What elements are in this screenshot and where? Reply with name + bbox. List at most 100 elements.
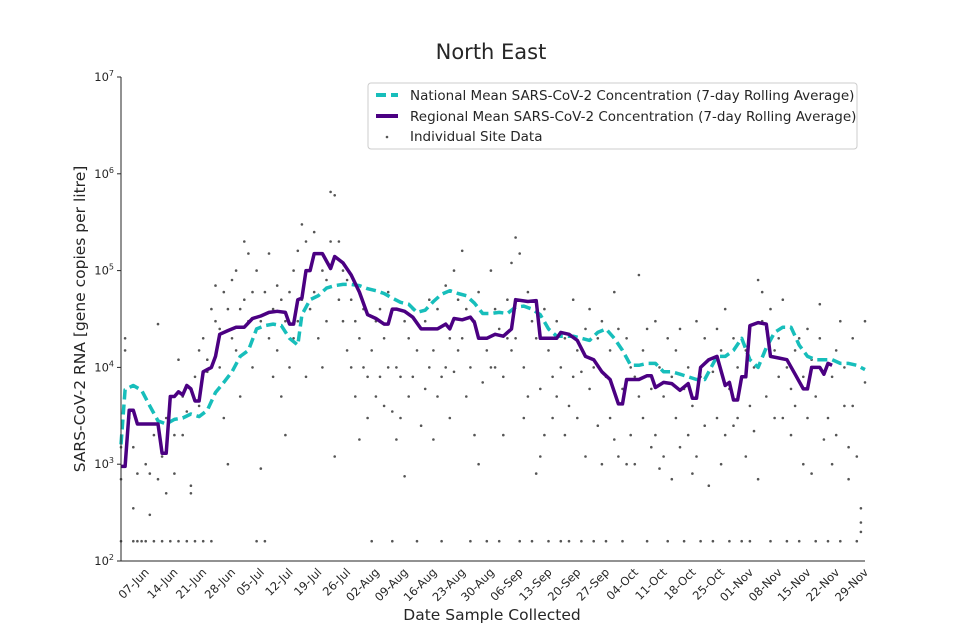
site-data-point [456,349,460,352]
site-data-point [506,298,509,302]
x-tick-label: 27-Sep [574,565,613,604]
national-mean-line [119,282,866,445]
site-data-point [123,349,127,352]
site-data-point [259,467,263,470]
legend-national-label: National Mean SARS-CoV-2 Concentration (… [410,88,854,104]
site-data-point [210,539,213,543]
site-data-point [559,366,563,369]
site-data-point [267,337,271,340]
site-data-point [304,240,308,243]
site-data-point [267,252,271,255]
site-data-point [210,307,213,311]
site-data-point [711,370,715,374]
site-data-point [752,366,756,369]
site-data-point [637,395,641,398]
site-data-point [473,433,476,437]
site-data-point [415,539,419,543]
site-data-point [465,307,468,311]
site-data-point [288,366,291,369]
site-data-point [485,349,489,352]
site-data-point [633,375,637,379]
site-data-point [514,236,517,239]
site-data-point [818,337,822,340]
y-tick-label: 102 [94,553,114,568]
site-data-point [136,472,139,475]
site-data-point [230,337,234,340]
site-data-point [263,539,267,543]
site-data-point [851,404,854,408]
site-data-point [526,290,530,294]
site-data-point [806,327,809,331]
site-data-point [238,307,242,311]
site-data-point [345,278,349,282]
site-data-point [613,438,616,441]
site-data-point [617,327,620,331]
site-data-point [148,472,152,475]
site-data-point [395,366,398,369]
site-data-point [810,472,813,475]
site-data-point [349,298,353,302]
site-data-point [452,269,456,272]
site-data-point [834,433,838,437]
site-data-point [760,290,764,294]
site-data-point [440,375,443,379]
site-data-point [691,404,694,408]
site-data-point [341,269,345,272]
site-data-point [226,462,230,466]
site-data-points [119,190,867,543]
site-data-point [312,290,316,294]
site-data-point [378,375,382,379]
x-tick-label: 21-Jun [173,565,209,601]
site-data-point [719,462,723,466]
site-data-point [280,395,283,398]
site-data-point [214,319,217,323]
legend: National Mean SARS-CoV-2 Concentration (… [367,82,858,150]
site-data-point [428,298,431,302]
site-data-point [855,539,859,543]
site-data-point [851,337,854,340]
site-data-point [243,240,246,243]
site-data-point [740,539,743,543]
site-data-point [432,349,435,352]
site-data-point [711,539,715,543]
y-tick-label: 105 [94,263,114,278]
site-data-point [645,539,649,543]
site-data-point [144,462,147,466]
x-tick-label: 28-Jun [202,565,238,601]
site-data-point [206,358,209,362]
site-data-point [793,349,797,352]
site-data-point [629,433,632,437]
site-data-point [132,445,135,449]
site-data-point [189,492,193,495]
site-data-point [185,539,189,543]
site-data-point [288,290,291,294]
site-data-point [132,539,135,543]
site-data-point [752,429,756,433]
site-data-point [156,477,160,481]
site-data-point [715,416,719,420]
site-data-point [382,404,386,408]
site-data-point [682,539,686,543]
legend-box [367,82,858,150]
site-data-point [789,433,793,437]
site-data-point [559,539,563,543]
site-data-point [218,327,221,331]
site-data-point [522,366,526,369]
x-ticks: 07-Jun14-Jun21-Jun28-Jun05-Jul12-Jul19-J… [115,565,871,604]
site-data-point [715,327,719,331]
site-data-point [843,404,846,408]
site-data-point [539,387,542,391]
site-data-point [777,337,780,340]
site-data-point [839,539,842,543]
site-data-point [436,395,439,398]
site-data-point [534,337,538,340]
site-data-point [321,269,324,272]
site-data-point [777,375,780,379]
site-data-point [748,539,752,543]
site-data-point [263,290,267,294]
site-data-point [859,530,863,534]
site-data-point [530,319,534,323]
site-data-point [600,462,604,466]
site-data-point [797,337,801,340]
site-data-point [481,381,485,384]
